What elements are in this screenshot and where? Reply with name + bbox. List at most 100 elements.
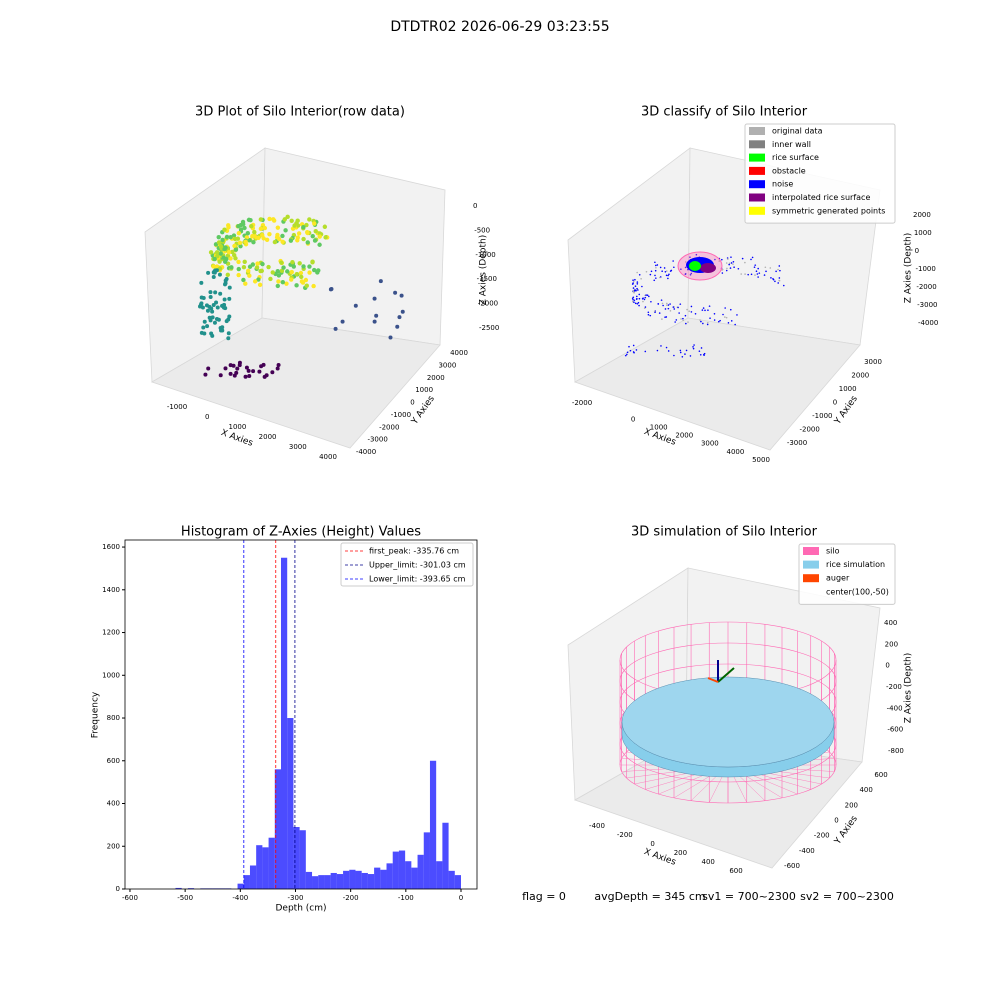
point [719,319,721,322]
point [244,235,250,240]
legend-swatch [749,127,765,135]
y-tick-label: 1600 [102,543,120,551]
y-tick-label: 1000 [102,671,120,679]
point [238,227,244,232]
y-tick-label: -2000 [379,423,399,431]
point [750,258,752,261]
x-axis-label: X Axies [642,847,677,868]
point [222,297,227,302]
point [638,297,641,300]
point [203,372,208,377]
point [641,285,643,288]
y-tick-label: 4000 [450,349,468,357]
x-tick-label: -200 [343,894,359,902]
point [247,273,252,278]
point [227,285,232,290]
y-tick-label: -3000 [787,439,807,447]
point [246,268,251,274]
point [236,266,241,272]
point [301,236,306,242]
y-tick-label: 1000 [839,385,857,393]
point [222,227,227,232]
point [261,362,266,367]
point [264,237,270,242]
point [228,371,233,376]
legend-label: Lower_limit: -393.65 cm [369,575,466,584]
point [649,314,652,317]
point [701,309,704,311]
point [303,277,309,283]
point [687,321,689,323]
point [243,239,248,245]
point [662,304,664,307]
point [744,261,746,264]
legend-label: obstacle [772,166,806,175]
point [778,265,781,267]
point [684,314,687,317]
point [758,272,761,274]
bar [256,845,263,889]
legend-label: noise [772,180,793,189]
point [661,318,663,320]
point [222,302,227,307]
point [729,308,732,311]
point [659,266,662,269]
bar [448,870,455,889]
bar [243,875,250,889]
point [267,231,272,237]
point [702,307,705,309]
bar [454,875,461,889]
point [689,273,692,276]
point [728,263,730,266]
x-tick-label: -2000 [572,399,592,407]
y-tick-label: 1200 [102,629,120,637]
point [255,261,260,266]
point [333,326,338,331]
point [202,331,207,336]
point [690,272,693,275]
point [774,280,776,283]
point [236,259,241,265]
legend-label: rice simulation [826,560,885,569]
legend-label: inner wall [772,140,811,149]
point [664,270,667,273]
point [295,238,300,243]
point [632,290,635,293]
sv2: sv2 = 700~2300 [800,890,894,903]
point [224,234,230,240]
point [210,309,215,314]
point [257,282,263,288]
bar [343,870,350,889]
point [726,258,729,260]
point [644,296,647,299]
point [633,299,636,302]
x-tick-label: 1000 [228,423,246,431]
bar [349,869,356,889]
chart-title: 3D classify of Silo Interior [641,105,808,120]
point [247,373,252,378]
point [283,228,288,233]
point [202,319,207,324]
x-tick-label: 2000 [675,432,693,440]
point [636,271,638,274]
point [706,321,709,324]
point [704,309,706,312]
x-tick-label: -200 [617,831,633,839]
legend-swatch [803,574,819,583]
point [724,316,726,318]
point [228,234,233,240]
point [653,279,656,282]
point [250,262,256,267]
point [241,265,247,270]
point [280,239,285,245]
point [674,321,676,323]
y-tick-label: -2000 [799,426,819,434]
point [713,319,716,321]
point [685,322,687,325]
bar [436,861,443,889]
point [218,373,223,378]
point [677,306,679,309]
x-tick-label: 0 [631,415,635,423]
point [667,274,669,277]
